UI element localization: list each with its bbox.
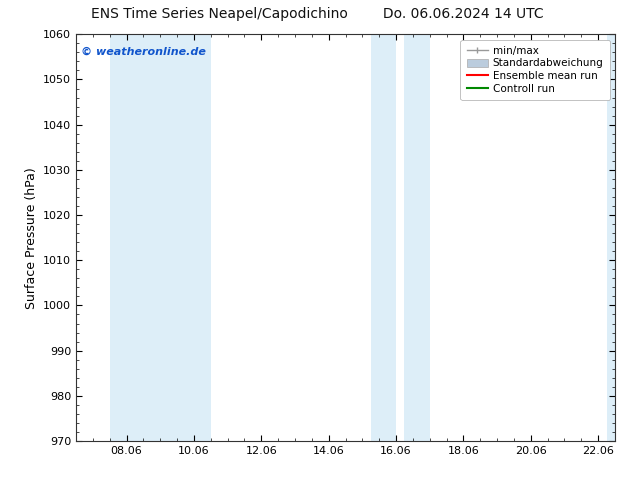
Text: ENS Time Series Neapel/Capodichino        Do. 06.06.2024 14 UTC: ENS Time Series Neapel/Capodichino Do. 0… — [91, 7, 543, 22]
Bar — [371, 34, 396, 441]
Bar — [110, 34, 210, 441]
Text: © weatheronline.de: © weatheronline.de — [81, 47, 206, 56]
Bar — [607, 34, 615, 441]
Y-axis label: Surface Pressure (hPa): Surface Pressure (hPa) — [25, 167, 37, 309]
Bar — [404, 34, 430, 441]
Legend: min/max, Standardabweichung, Ensemble mean run, Controll run: min/max, Standardabweichung, Ensemble me… — [460, 40, 610, 100]
